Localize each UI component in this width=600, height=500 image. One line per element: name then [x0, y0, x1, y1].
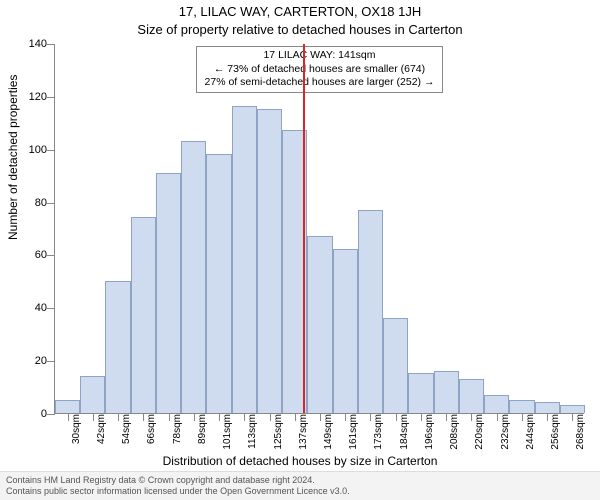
y-tick — [47, 97, 55, 98]
x-tick — [194, 413, 195, 421]
histogram-bar — [383, 318, 408, 413]
x-tick — [118, 413, 119, 421]
histogram-bar — [333, 249, 358, 413]
x-tick-label: 54sqm — [121, 414, 132, 444]
y-tick — [47, 308, 55, 309]
x-tick — [572, 413, 573, 421]
x-tick — [522, 413, 523, 421]
x-tick — [421, 413, 422, 421]
y-tick — [47, 414, 55, 415]
x-tick — [244, 413, 245, 421]
histogram-bar — [408, 373, 433, 413]
histogram-bar — [55, 400, 80, 413]
x-tick — [68, 413, 69, 421]
x-tick-label: 30sqm — [71, 414, 82, 444]
x-tick — [471, 413, 472, 421]
x-tick-label: 256sqm — [550, 414, 561, 450]
x-tick-label: 161sqm — [348, 414, 359, 450]
x-tick-label: 184sqm — [399, 414, 410, 450]
histogram-bar — [232, 106, 257, 413]
x-tick — [270, 413, 271, 421]
x-tick-label: 149sqm — [323, 414, 334, 450]
info-line-1: 17 LILAC WAY: 141sqm — [205, 49, 435, 63]
x-tick-label: 78sqm — [172, 414, 183, 444]
x-tick-label: 268sqm — [575, 414, 586, 450]
x-tick-label: 208sqm — [449, 414, 460, 450]
x-tick — [295, 413, 296, 421]
histogram-bar — [206, 154, 231, 413]
reference-line — [303, 44, 305, 413]
histogram-bar — [257, 109, 282, 413]
x-tick-label: 173sqm — [373, 414, 384, 450]
histogram-bar — [434, 371, 459, 413]
histogram-bar — [156, 173, 181, 414]
footer-line-1: Contains HM Land Registry data © Crown c… — [6, 475, 594, 486]
x-tick — [547, 413, 548, 421]
x-tick — [143, 413, 144, 421]
x-tick — [497, 413, 498, 421]
histogram-bar — [509, 400, 534, 413]
y-tick — [47, 255, 55, 256]
x-tick-label: 113sqm — [247, 414, 258, 449]
x-tick-label: 244sqm — [525, 414, 536, 450]
x-tick — [396, 413, 397, 421]
x-axis-label: Distribution of detached houses by size … — [0, 454, 600, 468]
x-tick-label: 66sqm — [146, 414, 157, 444]
y-tick-label: 100 — [19, 144, 47, 156]
histogram-bar — [307, 236, 332, 413]
histogram-bar — [535, 402, 560, 413]
y-tick-label: 80 — [19, 197, 47, 209]
y-tick-label: 0 — [19, 408, 47, 420]
chart-container: 17, LILAC WAY, CARTERTON, OX18 1JH Size … — [0, 0, 600, 500]
histogram-bar — [80, 376, 105, 413]
x-tick-label: 137sqm — [298, 414, 309, 450]
x-tick — [219, 413, 220, 421]
x-tick — [345, 413, 346, 421]
y-tick-label: 60 — [19, 249, 47, 261]
histogram-plot: 17 LILAC WAY: 141sqm ← 73% of detached h… — [54, 44, 584, 414]
chart-subtitle: Size of property relative to detached ho… — [0, 22, 600, 37]
footer-attribution: Contains HM Land Registry data © Crown c… — [0, 471, 600, 500]
y-tick — [47, 361, 55, 362]
y-tick — [47, 150, 55, 151]
x-tick — [446, 413, 447, 421]
y-tick-label: 120 — [19, 91, 47, 103]
y-tick-label: 20 — [19, 355, 47, 367]
x-tick-label: 101sqm — [222, 414, 233, 450]
y-axis-label: Number of detached properties — [6, 75, 20, 240]
x-tick — [169, 413, 170, 421]
x-tick-label: 42sqm — [96, 414, 107, 444]
reference-info-box: 17 LILAC WAY: 141sqm ← 73% of detached h… — [196, 46, 444, 93]
histogram-bar — [105, 281, 130, 413]
x-tick-label: 196sqm — [424, 414, 435, 450]
histogram-bar — [358, 210, 383, 414]
info-line-2: ← 73% of detached houses are smaller (67… — [205, 63, 435, 77]
y-tick-label: 40 — [19, 302, 47, 314]
x-tick-label: 220sqm — [474, 414, 485, 450]
y-tick-label: 140 — [19, 38, 47, 50]
y-tick — [47, 44, 55, 45]
histogram-bar — [459, 379, 484, 413]
info-line-3: 27% of semi-detached houses are larger (… — [205, 76, 435, 90]
histogram-bar — [131, 217, 156, 413]
x-tick — [370, 413, 371, 421]
histogram-bar — [181, 141, 206, 413]
footer-line-2: Contains public sector information licen… — [6, 486, 594, 497]
x-tick — [320, 413, 321, 421]
x-tick-label: 89sqm — [197, 414, 208, 444]
x-tick-label: 232sqm — [500, 414, 511, 450]
x-tick — [93, 413, 94, 421]
histogram-bar — [484, 395, 509, 414]
page-title: 17, LILAC WAY, CARTERTON, OX18 1JH — [0, 4, 600, 19]
y-tick — [47, 203, 55, 204]
x-tick-label: 125sqm — [273, 414, 284, 450]
histogram-bar — [560, 405, 585, 413]
